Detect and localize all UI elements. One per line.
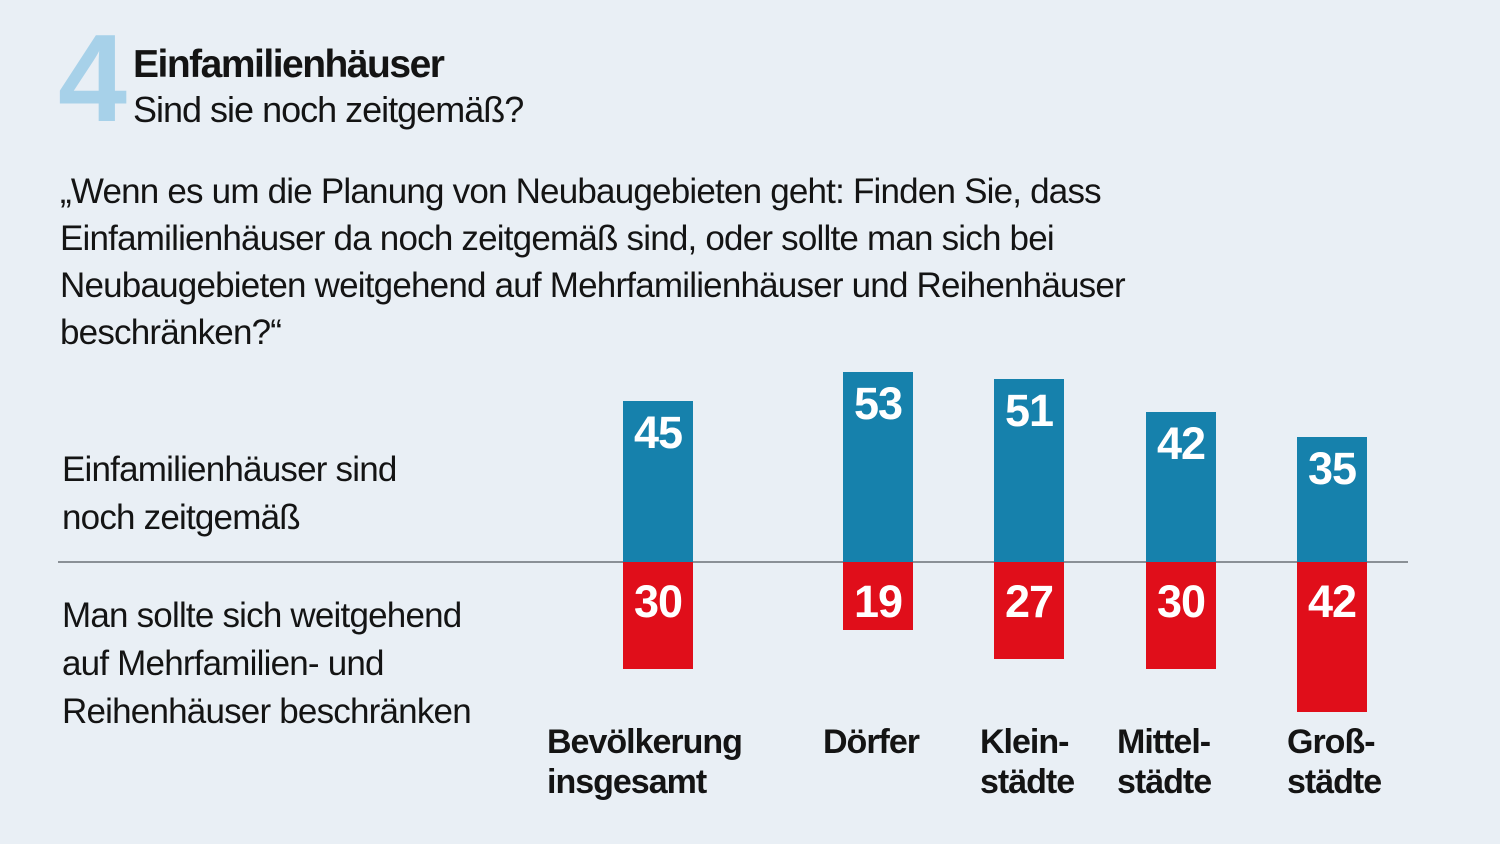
figure-number: 4 <box>58 10 127 148</box>
category-label-3: Klein- städte <box>980 723 1075 801</box>
bar-down-3: 27 <box>994 562 1064 659</box>
chart-subtitle: Sind sie noch zeitgemäß? <box>133 89 524 130</box>
bar-value-label: 19 <box>853 576 903 627</box>
bar-down-1: 30 <box>623 562 693 669</box>
bar-value-label: 53 <box>853 378 903 429</box>
bar-down-4: 30 <box>1146 562 1216 669</box>
bar-up-3: 51 <box>994 379 1064 562</box>
bar-value-label: 35 <box>1307 443 1357 494</box>
bar-down-2: 19 <box>843 562 913 630</box>
zero-baseline <box>58 561 1408 563</box>
bar-up-1: 45 <box>623 401 693 562</box>
survey-question: „Wenn es um die Planung von Neubaugebiet… <box>60 172 1126 352</box>
bar-value-label: 27 <box>1004 576 1054 627</box>
bar-value-label: 42 <box>1307 576 1357 627</box>
category-label-4: Mittel- städte <box>1117 723 1212 801</box>
bar-down-5: 42 <box>1297 562 1367 712</box>
bar-value-label: 30 <box>633 576 683 627</box>
bar-value-label: 30 <box>1156 576 1206 627</box>
category-label-5: Groß- städte <box>1287 723 1382 801</box>
bar-value-label: 45 <box>633 407 683 458</box>
series-label-zeitgemaess: Einfamilienhäuser sind noch zeitgemäß <box>62 450 397 537</box>
bar-up-4: 42 <box>1146 412 1216 562</box>
bar-up-2: 53 <box>843 372 913 562</box>
bar-up-5: 35 <box>1297 437 1367 562</box>
category-label-1: Bevölkerung insgesamt <box>547 723 743 801</box>
chart-title: Einfamilienhäuser <box>133 43 445 86</box>
series-label-beschraenken: Man sollte sich weitgehend auf Mehrfamil… <box>62 596 472 731</box>
category-label-2: Dörfer <box>823 723 920 761</box>
bar-value-label: 42 <box>1156 418 1206 469</box>
bar-value-label: 51 <box>1004 385 1054 436</box>
